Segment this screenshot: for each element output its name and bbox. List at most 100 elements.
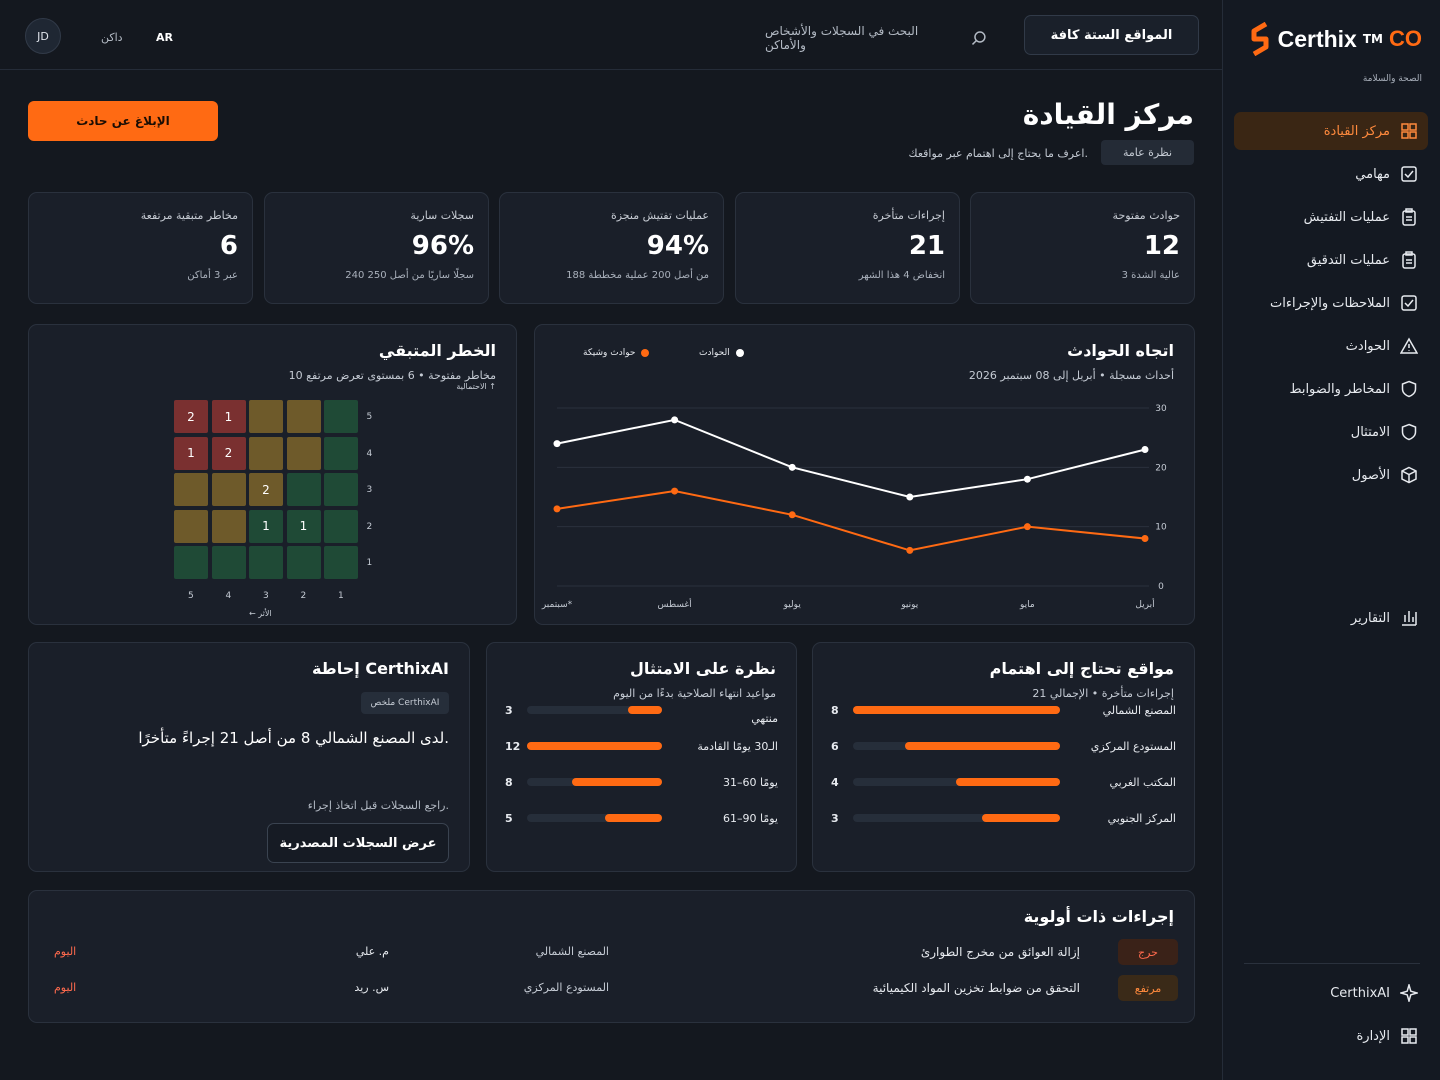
near-miss-point[interactable] [788,511,796,519]
sidebar-item-label: مركز القيادة [1323,123,1390,139]
sidebar-item-9[interactable]: التقارير [1234,599,1428,637]
risk-cell[interactable] [286,400,321,433]
risk-y-hint: الاحتمالية ↑ [456,382,496,391]
risk-cell[interactable]: 1 [211,400,246,433]
checkbox-icon [1401,295,1417,311]
brand-logo[interactable]: Certhix TM CO الصحة والسلامة [1242,22,1422,84]
risk-cell[interactable]: 1 [286,509,321,543]
risk-cell[interactable]: 2 [211,436,246,470]
sidebar-item-4[interactable]: الملاحظات والإجراءات [1234,284,1428,322]
kpi-card[interactable]: حوادث مفتوحة 12 3 عالية الشدة [970,192,1195,304]
x-tick-label: أبريل [1135,598,1154,610]
sidebar-item-0[interactable]: مركز القيادة [1234,112,1428,150]
risk-cell[interactable] [174,546,208,579]
risk-cell[interactable] [174,473,208,506]
risk-cell[interactable]: 2 [174,400,208,433]
grid-icon [1401,1028,1417,1044]
risk-cell[interactable] [324,546,358,579]
language-toggle[interactable]: AR [156,31,173,44]
incidents-point[interactable] [788,463,796,471]
near-miss-point[interactable] [553,505,561,513]
priority-row[interactable]: مرتفع التحقق من ضوابط تخزين المواد الكيم… [49,975,1178,1003]
risk-cell[interactable] [211,473,246,506]
sidebar-item-2[interactable]: عمليات التفتيش [1234,198,1428,236]
sidebar-item-label: عمليات التدقيق [1306,252,1390,268]
user-avatar[interactable]: JD [25,18,61,54]
risk-cell[interactable] [324,509,358,543]
ai-hint: راجع السجلات قبل اتخاذ إجراء. [307,799,449,812]
risk-cell[interactable] [249,546,283,579]
near-miss-point[interactable] [906,546,914,554]
x-tick-label: سبتمبر* [541,600,573,610]
certhix-logo-icon [1251,22,1269,56]
risk-cell[interactable] [249,400,283,433]
risk-cell[interactable]: 2 [249,473,283,506]
risk-cell[interactable] [211,546,246,579]
risk-cell[interactable] [324,400,358,433]
risk-cell[interactable] [174,509,208,543]
incidents-point[interactable] [671,416,679,424]
kpi-card[interactable]: عمليات تفتيش منجزة 94% 188 من أصل 200 عم… [499,192,724,304]
bar-fill [956,778,1060,786]
risk-col-label: 4 [225,590,232,601]
sidebar-item-1[interactable]: مهامي [1234,155,1428,193]
priority-row[interactable]: حرج إزالة العوائق من مخرج الطوارئ المصنع… [49,939,1178,967]
attention-title: مواقع تحتاج إلى اهتمام [989,659,1174,678]
kpi-card[interactable]: إجراءات متأخرة 21 انخفاض 4 هذا الشهر [735,192,960,304]
risk-cell[interactable] [286,546,321,579]
kpi-card[interactable]: سجلات سارية 96% 240 سجلًا ساريًا من أصل … [264,192,489,304]
site-selector-button[interactable]: المواقع الستة كافة [1024,15,1199,55]
bar-row-value: 8 [505,776,513,789]
view-source-records-button[interactable]: عرض السجلات المصدرية [267,823,449,863]
incidents-point[interactable] [553,440,561,448]
global-search[interactable]: البحث في السجلات والأشخاص والأماكن [765,24,987,52]
priority-owner: م. علي [355,945,389,958]
bar-row-label: المكتب الغربي [1109,776,1176,789]
sidebar: Certhix TM CO الصحة والسلامة مركز القياد… [1222,0,1440,1080]
bar-row-value: 3 [505,704,513,717]
kpi-card[interactable]: مخاطر متبقية مرتفعة 6 عبر 3 أماكن [28,192,253,304]
risk-cell[interactable]: 1 [174,436,208,470]
kpi-note: 188 من أصل 200 عملية مخططة [566,270,709,281]
near-miss-point[interactable] [671,487,679,495]
ai-summary-chip: ملخص CerthixAI [361,692,449,714]
theme-toggle[interactable]: داكن [101,31,123,44]
sidebar-item-7[interactable]: الامتثال [1234,413,1428,451]
risk-cell[interactable]: 1 [249,509,283,543]
sidebar-item-3[interactable]: عمليات التدقيق [1234,241,1428,279]
sidebar-item-6[interactable]: المخاطر والضوابط [1234,370,1428,408]
incidents-series-line [556,418,1146,499]
bar-row-label: منتهي [751,712,778,725]
risk-cell[interactable] [249,436,283,470]
sidebar-item-5[interactable]: الحوادث [1234,327,1428,365]
incidents-point[interactable] [1141,446,1149,454]
kpi-note: عبر 3 أماكن [187,270,238,281]
risk-cell[interactable] [211,509,246,543]
bar-row-label: الـ30 يومًا القادمة [697,740,778,753]
near-miss-point[interactable] [1141,535,1149,543]
bar-fill [628,706,662,714]
near-miss-point[interactable] [1023,523,1031,531]
main-content: مركز القيادة نظرة عامة اعرف ما يحتاج إلى… [0,71,1222,1080]
sidebar-footer: CerthixAI الإدارة [1234,974,1428,1060]
clipboard-icon [1402,251,1416,269]
search-input[interactable]: البحث في السجلات والأشخاص والأماكن [765,24,919,52]
risk-cell[interactable] [324,473,358,506]
sidebar-footer-item-1[interactable]: الإدارة [1234,1017,1428,1055]
kpi-value: 94% [646,231,709,261]
sidebar-item-label: عمليات التفتيش [1303,209,1390,225]
incidents-point[interactable] [1023,475,1031,483]
report-incident-button[interactable]: الإبلاغ عن حادث [28,101,218,141]
priority-badge: حرج [1118,939,1178,965]
trend-title: اتجاه الحوادث [1067,341,1174,360]
sidebar-item-8[interactable]: الأصول [1234,456,1428,494]
risk-cell[interactable] [286,436,321,470]
sidebar-item-label: الملاحظات والإجراءات [1270,295,1390,311]
compliance-card: نظرة على الامتثال مواعيد انتهاء الصلاحية… [486,642,797,872]
risk-cell[interactable] [286,473,321,506]
sidebar-footer-item-0[interactable]: CerthixAI [1234,974,1428,1012]
bar-row-label: 61–90 يومًا [723,812,778,825]
kpi-value: 96% [411,231,474,261]
risk-cell[interactable] [324,436,358,470]
incidents-point[interactable] [906,493,914,501]
